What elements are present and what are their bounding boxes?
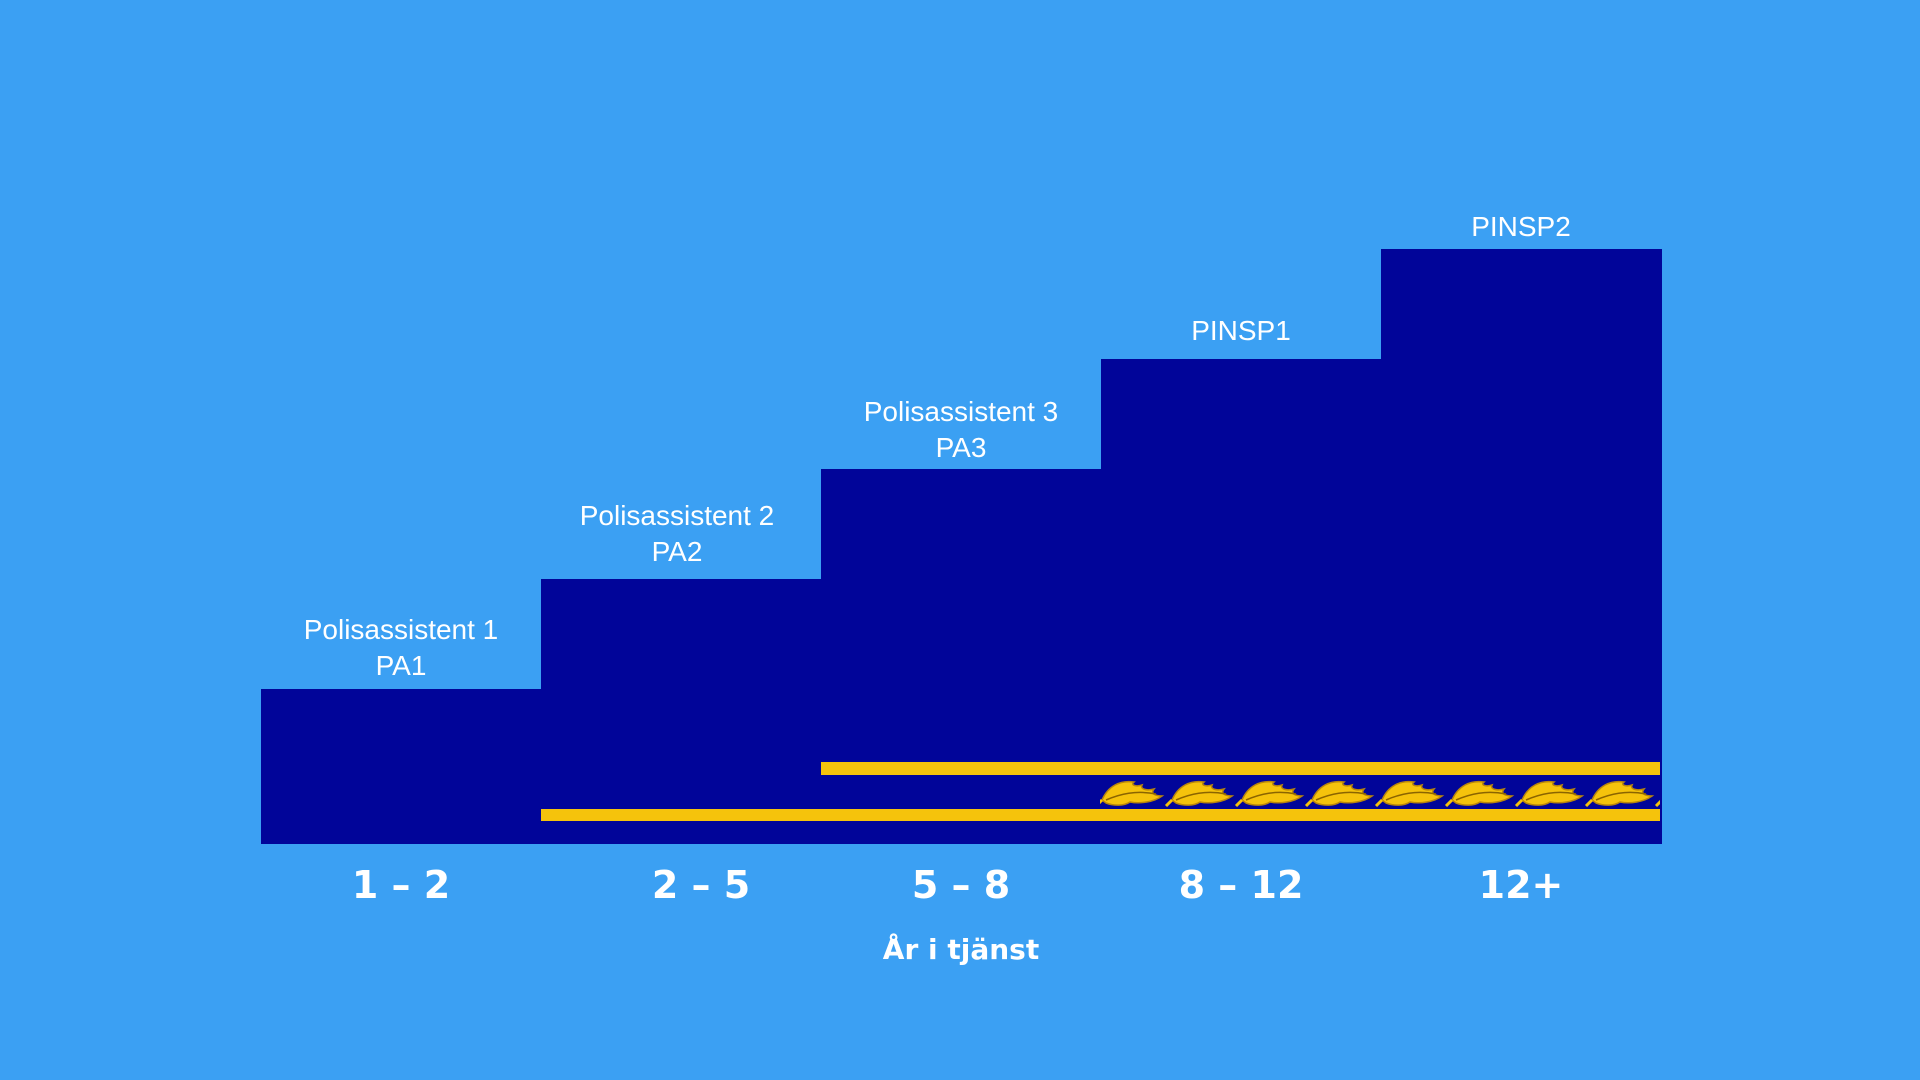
step-label-pinsp2: PINSP2 <box>1381 209 1661 245</box>
step-block-3 <box>821 469 1102 844</box>
range-label-1: 1 – 2 <box>351 863 451 907</box>
step-title: Polisassistent 1 <box>303 614 499 645</box>
oak-leaf-band <box>1100 780 1792 808</box>
step-label-pa3: Polisassistent 3 PA3 <box>821 394 1101 466</box>
upper-gold-stripe <box>821 762 1660 775</box>
oak-leaf-icon <box>1514 780 1585 808</box>
oak-leaf-icon <box>1654 799 1660 808</box>
step-label-pa2: Polisassistent 2 PA2 <box>537 498 817 570</box>
lower-gold-stripe <box>541 809 1660 821</box>
step-title: Polisassistent 3 <box>863 396 1059 427</box>
oak-leaf-icon <box>1584 780 1655 808</box>
step-blocks <box>261 249 1662 844</box>
step-code: PINSP1 <box>1191 315 1291 346</box>
insignia-stripes <box>541 762 1660 821</box>
step-block-2 <box>541 579 822 844</box>
step-code: PA1 <box>375 650 427 681</box>
range-label-5: 12+ <box>1478 863 1564 907</box>
oak-leaf-icon <box>1374 780 1445 808</box>
step-label-pinsp1: PINSP1 <box>1101 313 1381 349</box>
range-label-4: 8 – 12 <box>1178 863 1304 907</box>
step-block-5 <box>1381 249 1662 844</box>
step-code: PA2 <box>651 536 703 567</box>
step-label-pa1: Polisassistent 1 PA1 <box>261 612 541 684</box>
range-label-2: 2 – 5 <box>651 863 751 907</box>
oak-leaf-icon <box>1726 782 1792 806</box>
oak-leaf-icon <box>1164 780 1235 808</box>
oak-leaf-icon <box>1304 780 1375 808</box>
step-code: PA3 <box>935 432 987 463</box>
step-block-1 <box>261 689 542 844</box>
oak-leaf-icon <box>1100 780 1165 806</box>
oak-leaf-icon <box>1444 780 1515 808</box>
step-code: PINSP2 <box>1471 211 1571 242</box>
axis-title: År i tjänst <box>882 933 1040 966</box>
step-title: Polisassistent 2 <box>579 500 775 531</box>
range-label-3: 5 – 8 <box>911 863 1011 907</box>
oak-leaf-icon <box>1234 780 1305 808</box>
